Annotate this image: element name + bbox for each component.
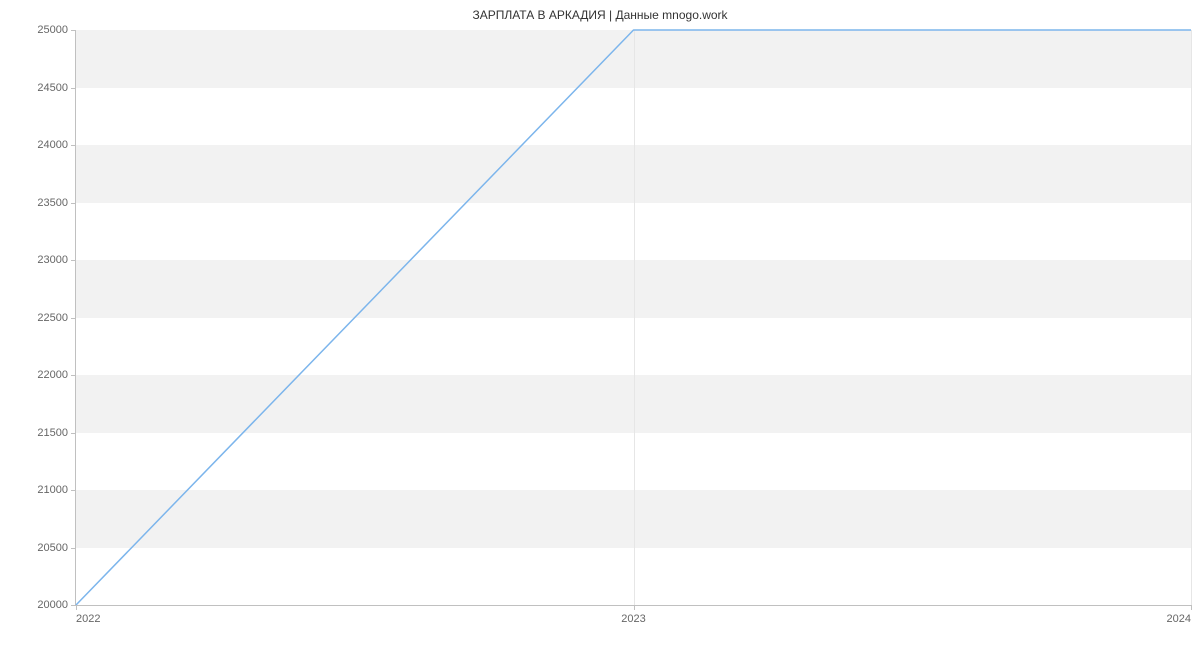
y-tick-label: 24000	[37, 139, 68, 151]
chart-title: ЗАРПЛАТА В АРКАДИЯ | Данные mnogo.work	[0, 0, 1200, 22]
y-tick-label: 23500	[37, 197, 68, 209]
y-tick-mark	[71, 203, 76, 204]
chart-container: ЗАРПЛАТА В АРКАДИЯ | Данные mnogo.work 2…	[0, 0, 1200, 650]
line-series	[76, 30, 1191, 605]
y-tick-label: 20500	[37, 542, 68, 554]
y-tick-mark	[71, 548, 76, 549]
y-tick-label: 20000	[37, 599, 68, 611]
x-tick-mark	[76, 605, 77, 610]
x-tick-label: 2022	[76, 613, 100, 625]
y-tick-label: 22000	[37, 369, 68, 381]
grid-line-vertical	[1191, 30, 1192, 605]
x-tick-mark	[1191, 605, 1192, 610]
y-tick-label: 25000	[37, 24, 68, 36]
y-tick-label: 21500	[37, 427, 68, 439]
y-tick-mark	[71, 30, 76, 31]
y-tick-mark	[71, 433, 76, 434]
x-tick-label: 2024	[1167, 613, 1191, 625]
y-tick-mark	[71, 260, 76, 261]
x-tick-mark	[634, 605, 635, 610]
y-tick-label: 22500	[37, 312, 68, 324]
y-tick-mark	[71, 490, 76, 491]
y-tick-mark	[71, 375, 76, 376]
series-line	[76, 30, 1191, 605]
y-tick-label: 24500	[37, 82, 68, 94]
y-tick-label: 21000	[37, 484, 68, 496]
y-tick-mark	[71, 318, 76, 319]
y-tick-mark	[71, 88, 76, 89]
plot-area: 2000020500210002150022000225002300023500…	[75, 30, 1191, 606]
x-tick-label: 2023	[621, 613, 645, 625]
y-tick-mark	[71, 145, 76, 146]
y-tick-label: 23000	[37, 254, 68, 266]
